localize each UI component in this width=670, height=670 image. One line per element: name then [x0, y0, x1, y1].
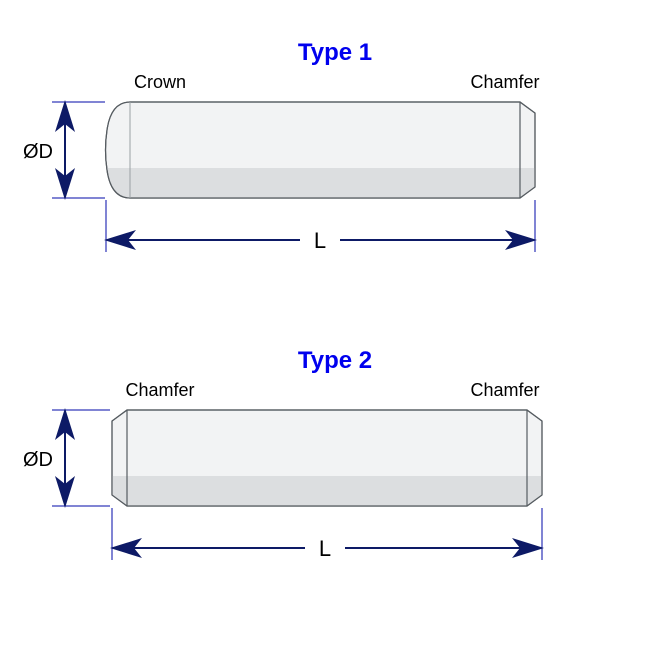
- type2-l-text: L: [319, 536, 331, 561]
- type2-pin-body: [112, 410, 542, 506]
- type1-title: Type 1: [298, 39, 372, 66]
- type1-l-text: L: [314, 228, 326, 253]
- type1-group: Type 1 Crown Chamfer ØD L: [23, 39, 540, 253]
- type2-title: Type 2: [298, 347, 372, 374]
- type1-pin-body: [106, 102, 536, 198]
- type2-left-label: Chamfer: [125, 380, 194, 400]
- type1-right-label: Chamfer: [470, 72, 539, 92]
- type2-group: Type 2 Chamfer Chamfer ØD L: [23, 347, 542, 561]
- type2-right-label: Chamfer: [470, 380, 539, 400]
- type2-d-text: ØD: [23, 449, 53, 471]
- diagram-svg: Type 1 Crown Chamfer ØD L: [0, 0, 670, 670]
- type1-left-label: Crown: [134, 72, 186, 92]
- type1-d-text: ØD: [23, 141, 53, 163]
